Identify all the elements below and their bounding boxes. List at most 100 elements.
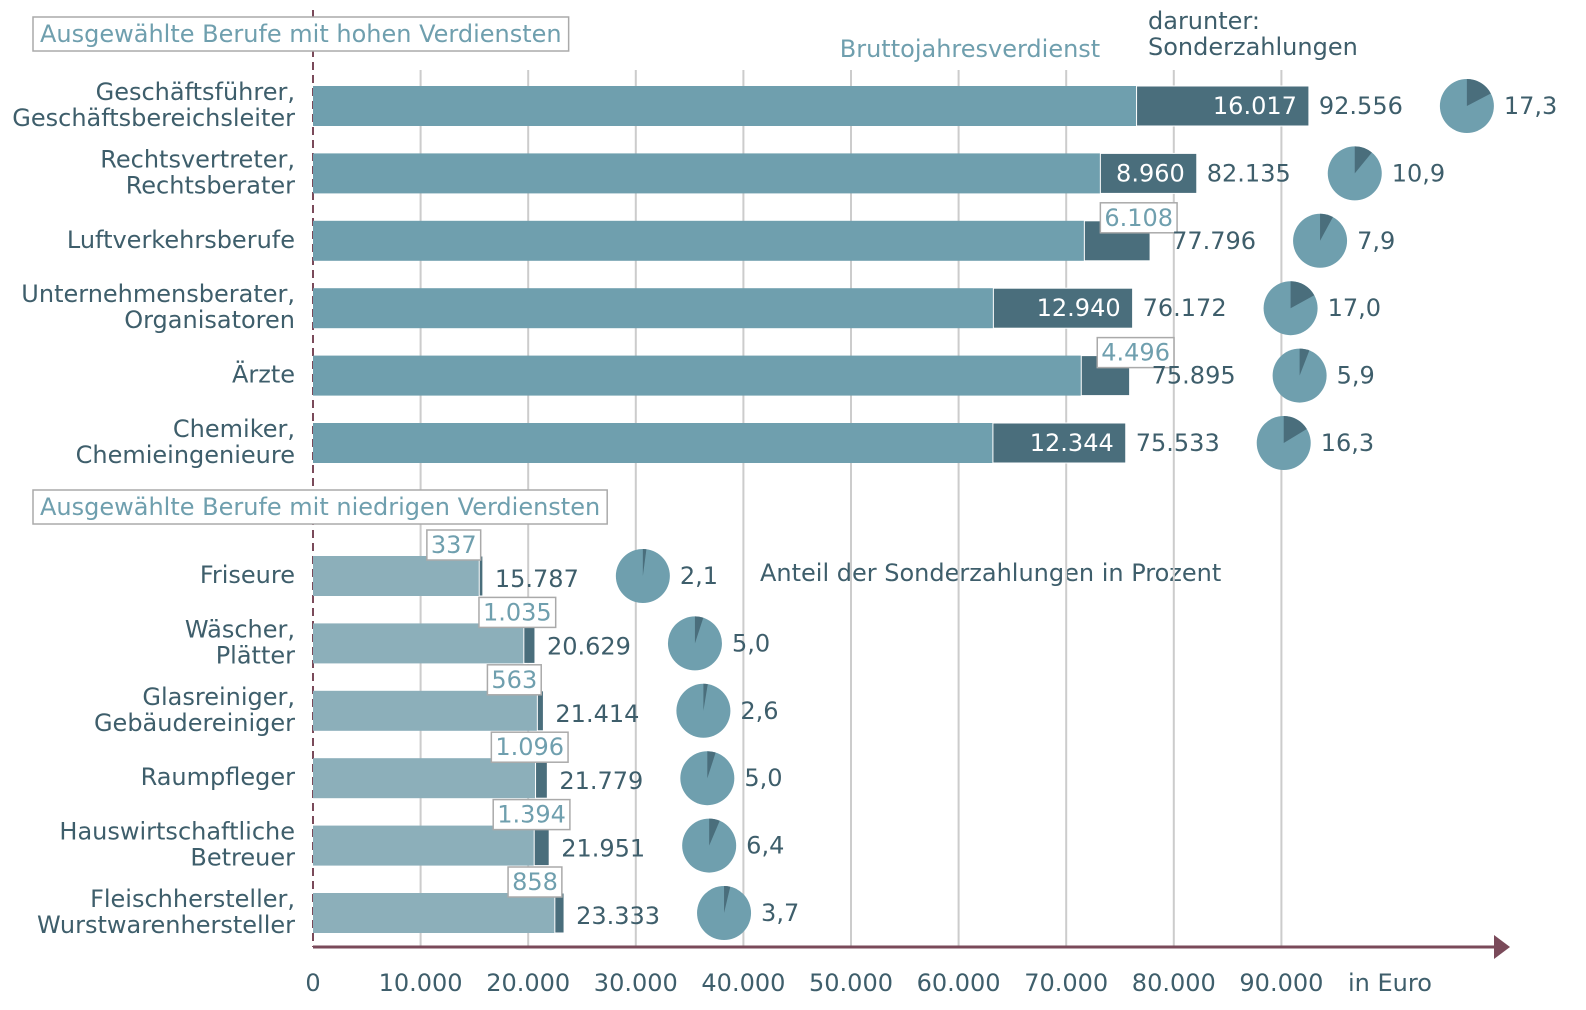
- legend-special: Sonderzahlungen: [1148, 33, 1358, 61]
- total-label: 75.533: [1136, 429, 1220, 457]
- share-label: 2,6: [740, 697, 778, 725]
- x-tick-label: 30.000: [594, 969, 678, 997]
- bar-total: [313, 556, 483, 596]
- category-label: Glasreiniger,: [142, 683, 295, 711]
- share-label: 2,1: [680, 562, 718, 590]
- category-label: Wurstwarenhersteller: [37, 911, 295, 939]
- special-label: 8.960: [1116, 159, 1185, 187]
- share-label: 10,9: [1392, 159, 1445, 187]
- category-label: Geschäftsführer,: [96, 78, 295, 106]
- group-title-box: [32, 16, 570, 52]
- category-label: Chemiker,: [173, 415, 295, 443]
- pie-slice: [1299, 348, 1310, 376]
- bar-special: [523, 622, 536, 664]
- share-label: 17,0: [1328, 294, 1381, 322]
- category-label: Chemieingenieure: [76, 441, 295, 469]
- special-label-box: [478, 596, 557, 629]
- category-label: Rechtsvertreter,: [100, 145, 295, 173]
- bar-total: [313, 220, 1151, 261]
- special-label: 12.940: [1037, 294, 1121, 322]
- pie-slice: [709, 818, 720, 846]
- category-label: Plätter: [216, 641, 295, 669]
- pie-slice: [707, 751, 716, 779]
- total-label: 92.556: [1319, 92, 1403, 120]
- special-label: 4.496: [1101, 339, 1170, 367]
- bar-total: [313, 623, 535, 664]
- special-label-box: [426, 529, 482, 561]
- bar-special: [1099, 152, 1198, 194]
- bar-special: [554, 892, 565, 934]
- bar-special: [478, 555, 484, 597]
- category-label: Hauswirtschaftliche: [59, 818, 295, 846]
- x-tick-label: 70.000: [1024, 969, 1108, 997]
- pie-slice: [1290, 281, 1315, 309]
- bar-total: [313, 355, 1130, 396]
- legend-special: darunter:: [1148, 7, 1260, 35]
- pie-slice: [1354, 146, 1372, 174]
- special-label: 337: [431, 531, 477, 559]
- pie-slice: [1466, 79, 1491, 106]
- special-label-box: [1096, 336, 1175, 369]
- total-label: 23.333: [576, 902, 660, 930]
- special-label-box: [490, 731, 569, 763]
- total-label: 77.796: [1172, 227, 1256, 255]
- share-label: 6,4: [746, 832, 784, 860]
- bar-total: [313, 690, 544, 731]
- special-label: 858: [512, 868, 558, 896]
- category-label: Wäscher,: [185, 615, 295, 643]
- legend-total: Bruttojahresverdienst: [840, 35, 1100, 63]
- special-label: 6.108: [1104, 204, 1173, 232]
- total-label: 20.629: [547, 632, 631, 660]
- total-label: 21.414: [555, 700, 639, 728]
- bar-special: [992, 287, 1134, 329]
- bar-total: [313, 423, 1126, 463]
- share-label: 5,0: [732, 629, 770, 657]
- pie-slice: [642, 549, 647, 576]
- x-tick-label: 90.000: [1239, 969, 1323, 997]
- share-label: 5,0: [744, 764, 782, 792]
- x-tick-label: 60.000: [917, 969, 1001, 997]
- bar-total: [313, 153, 1197, 194]
- bar-special: [533, 825, 550, 867]
- category-label: Betreuer: [190, 844, 295, 872]
- category-label: Organisatoren: [124, 306, 295, 334]
- pie-slice: [1320, 213, 1333, 241]
- share-label: 16,3: [1321, 429, 1374, 457]
- total-label: 21.951: [561, 835, 645, 863]
- total-label: 75.895: [1152, 362, 1236, 390]
- special-label: 16.017: [1213, 92, 1297, 120]
- share-label: 3,7: [761, 899, 799, 927]
- group-title: Ausgewählte Berufe mit hohen Verdiensten: [40, 20, 562, 48]
- pie-slice: [694, 616, 704, 644]
- total-label: 76.172: [1143, 294, 1227, 322]
- bar-total: [313, 893, 565, 933]
- total-label: 21.779: [559, 767, 643, 795]
- special-label: 1.035: [483, 598, 552, 626]
- bar-special: [992, 422, 1127, 464]
- category-label: Raumpfleger: [141, 763, 296, 791]
- x-axis-label: in Euro: [1348, 969, 1432, 997]
- x-axis-arrow: [1494, 935, 1510, 959]
- category-label: Friseure: [200, 561, 295, 589]
- total-label: 15.787: [495, 565, 579, 593]
- special-label-box: [492, 798, 571, 831]
- x-tick-label: 20.000: [486, 969, 570, 997]
- category-label: Fleischhersteller,: [90, 885, 295, 913]
- bar-special: [1136, 85, 1310, 127]
- legend-share: Anteil der Sonderzahlungen in Prozent: [760, 559, 1221, 587]
- bar-special: [535, 757, 548, 799]
- pie-slice: [1283, 416, 1307, 443]
- bar-total: [313, 825, 550, 866]
- special-label: 1.096: [495, 733, 564, 761]
- share-label: 17,3: [1504, 92, 1557, 120]
- x-tick-label: 10.000: [379, 969, 463, 997]
- special-label-box: [486, 664, 542, 696]
- bar-total: [313, 758, 548, 799]
- special-label: 1.394: [497, 801, 566, 829]
- x-tick-label: 50.000: [809, 969, 893, 997]
- total-label: 82.135: [1207, 159, 1291, 187]
- pie-slice: [703, 683, 708, 711]
- x-tick-label: 40.000: [701, 969, 785, 997]
- x-tick-label: 80.000: [1132, 969, 1216, 997]
